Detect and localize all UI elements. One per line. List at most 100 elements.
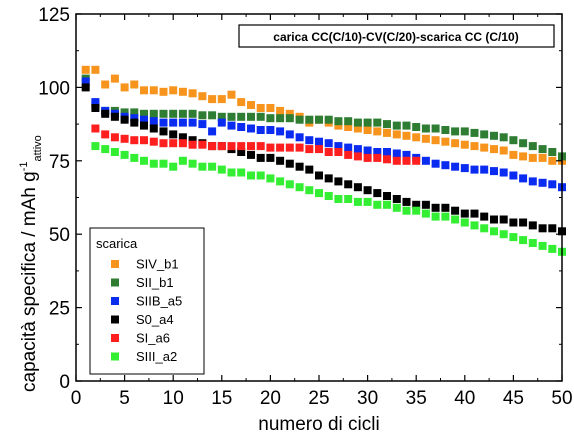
data-point	[441, 212, 450, 221]
data-point	[237, 168, 246, 177]
data-point	[383, 148, 391, 156]
data-point	[431, 203, 440, 212]
data-point	[285, 159, 294, 168]
data-point	[276, 156, 285, 165]
data-point	[412, 123, 421, 131]
data-point	[198, 140, 207, 149]
data-point	[169, 86, 178, 95]
data-point	[217, 142, 226, 151]
data-point	[499, 230, 508, 239]
data-point	[140, 115, 148, 124]
data-point	[373, 127, 382, 136]
data-point	[451, 206, 460, 215]
data-point	[266, 114, 275, 123]
data-point	[490, 131, 498, 140]
data-point	[140, 136, 148, 145]
data-point	[276, 106, 285, 115]
data-point	[266, 126, 275, 134]
y-axis-label-sub: attivo	[32, 135, 44, 161]
data-point	[490, 215, 498, 224]
data-point	[431, 159, 440, 168]
data-point	[334, 117, 343, 126]
data-point	[188, 89, 197, 98]
data-point	[460, 218, 469, 227]
data-point	[130, 108, 139, 117]
legend-title: scarica	[96, 236, 138, 251]
data-point	[315, 189, 323, 198]
data-point	[295, 162, 304, 171]
data-marks	[81, 65, 566, 256]
data-point	[305, 186, 314, 195]
chart-title: carica CC(C/10)-CV(C/20)-scarica CC (C/1…	[273, 30, 518, 44]
x-tick-label: 15	[211, 388, 232, 409]
data-point	[159, 109, 168, 118]
y-axis-label: capacità specifica / mAh g-1attivo	[18, 135, 44, 392]
data-point	[353, 145, 362, 154]
data-point	[344, 117, 353, 126]
data-point	[227, 121, 236, 130]
data-point	[363, 126, 372, 134]
data-point	[130, 136, 139, 145]
x-tick-label: 40	[454, 388, 475, 409]
data-point	[188, 136, 197, 145]
data-point	[178, 139, 187, 148]
data-point	[509, 218, 518, 227]
data-point	[198, 111, 207, 120]
data-point	[295, 133, 304, 142]
data-point	[149, 117, 158, 126]
data-point	[353, 124, 362, 133]
data-point	[91, 65, 100, 74]
data-point	[81, 83, 90, 92]
data-point	[324, 139, 333, 148]
data-point	[538, 178, 547, 187]
legend-label: SII_b1	[136, 275, 174, 290]
data-point	[324, 192, 333, 200]
legend-item: SIIB_a5	[111, 294, 182, 309]
data-point	[247, 150, 255, 159]
data-point	[353, 197, 362, 206]
x-tick-label: 10	[163, 388, 184, 409]
data-point	[334, 177, 343, 186]
data-point	[256, 112, 265, 121]
data-point	[110, 112, 119, 121]
data-point	[266, 174, 275, 183]
legend-item: SIII_a2	[111, 349, 177, 364]
data-point	[169, 109, 178, 118]
data-point	[256, 153, 265, 162]
data-point	[91, 98, 100, 107]
data-point	[538, 153, 547, 162]
data-point	[344, 195, 353, 203]
data-point	[237, 123, 246, 131]
data-point	[441, 126, 450, 134]
data-point	[353, 183, 362, 192]
data-point	[208, 142, 217, 151]
data-point	[538, 224, 547, 233]
data-point	[266, 104, 275, 112]
data-point	[548, 148, 557, 156]
data-point	[421, 209, 430, 218]
data-point	[247, 142, 255, 151]
title-box: carica CC(C/10)-CV(C/20)-scarica CC (C/1…	[238, 24, 555, 48]
legend-swatch	[111, 334, 119, 342]
data-point	[169, 130, 178, 139]
data-point	[470, 142, 479, 151]
data-point	[285, 143, 294, 152]
data-point	[402, 121, 411, 130]
data-point	[130, 80, 139, 89]
data-point	[276, 177, 285, 186]
data-point	[276, 114, 285, 123]
data-point	[480, 130, 489, 139]
data-point	[451, 215, 460, 224]
data-point	[402, 131, 411, 140]
data-point	[227, 142, 236, 151]
data-point	[470, 221, 479, 230]
data-point	[548, 224, 557, 233]
data-point	[431, 124, 440, 133]
data-point	[451, 162, 460, 171]
data-point	[198, 120, 207, 129]
data-point	[392, 195, 401, 203]
data-point	[383, 128, 391, 137]
data-point	[247, 112, 255, 121]
data-point	[344, 180, 353, 189]
data-point	[159, 139, 168, 148]
